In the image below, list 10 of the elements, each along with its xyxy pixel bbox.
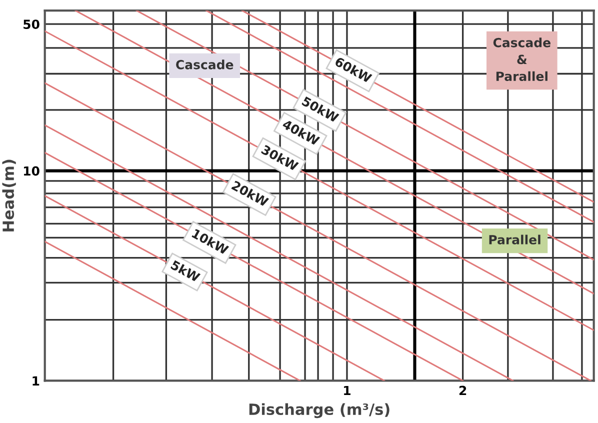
annotation: Cascade & Parallel [493,38,550,82]
annotation: Cascade [176,60,234,70]
x-axis-title: Discharge (m³/s) [249,403,390,418]
x-tick-label: 2 [459,386,466,396]
y-tick-label: 1 [32,376,40,386]
y-axis-title: Head(m) [2,160,16,232]
text: 5kW [170,260,201,282]
y-tick-label: 50 [24,20,40,30]
y-tick-label: 10 [24,166,40,176]
annotation: Parallel [489,234,540,244]
